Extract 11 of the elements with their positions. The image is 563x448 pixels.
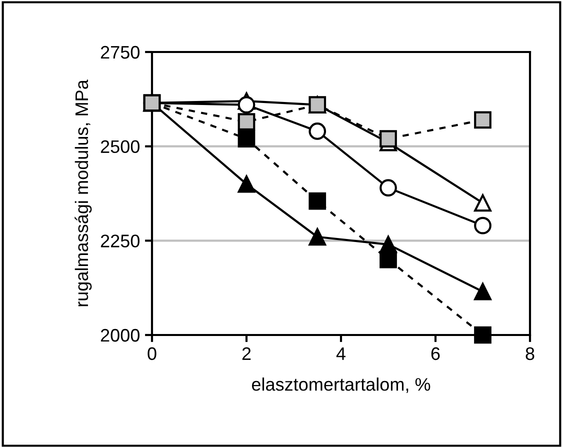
x-tick-label: 8	[526, 347, 534, 360]
x-tick-label: 4	[336, 347, 346, 360]
y-tick-label: 2500	[100, 140, 140, 154]
x-axis-title: elasztomertartalom, %	[252, 378, 430, 393]
y-axis-title: rugalmassági modulus, MPa	[74, 80, 92, 306]
y-tick-label: 2000	[100, 328, 140, 342]
x-tick-label: 6	[431, 347, 440, 360]
x-tick-label: 2	[242, 347, 251, 360]
x-tick-label: 0	[148, 347, 156, 360]
y-tick-label: 2250	[100, 234, 140, 248]
y-tick-label: 2750	[100, 46, 140, 59]
